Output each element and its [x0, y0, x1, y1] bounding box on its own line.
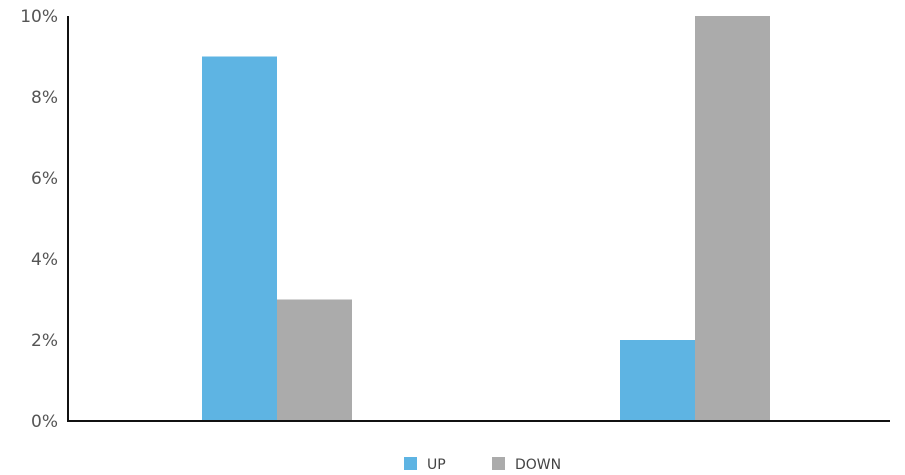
legend-label: DOWN	[515, 457, 561, 473]
bars-layer	[202, 16, 770, 421]
bar-up-2	[620, 340, 695, 421]
legend-swatch	[492, 457, 505, 470]
legend-item-up: UP	[404, 457, 446, 473]
axes-layer	[67, 16, 890, 422]
y-tick-label: 10%	[20, 7, 58, 27]
bar-down-1	[277, 299, 352, 421]
legend-item-down: DOWN	[492, 457, 561, 473]
bar-up-1	[202, 56, 277, 421]
legend-swatch	[404, 457, 417, 470]
y-tick-label: 0%	[31, 412, 58, 432]
legend-label: UP	[427, 457, 446, 473]
legend: UP DOWN	[404, 457, 561, 473]
y-tick-label: 4%	[31, 250, 58, 270]
bar-down-2	[695, 16, 770, 421]
y-tick-label: 6%	[31, 169, 58, 189]
y-tick-label: 8%	[31, 88, 58, 108]
y-tick-labels: 0% 2% 4% 6% 8% 10%	[20, 7, 58, 432]
y-tick-label: 2%	[31, 331, 58, 351]
